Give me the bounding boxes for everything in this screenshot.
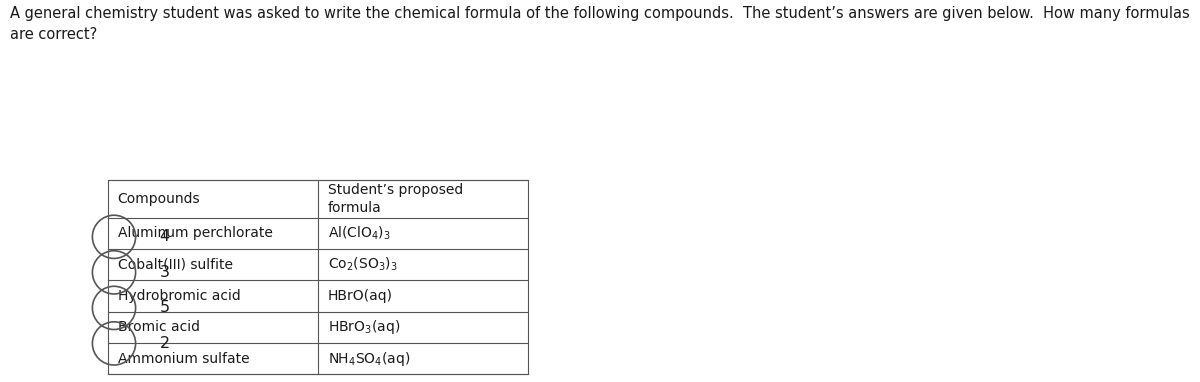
Text: Ammonium sulfate: Ammonium sulfate [118, 352, 250, 366]
Text: A general chemistry student was asked to write the chemical formula of the follo: A general chemistry student was asked to… [10, 6, 1189, 42]
Text: Bromic acid: Bromic acid [118, 320, 199, 334]
Text: NH$_{4}$SO$_{4}$(aq): NH$_{4}$SO$_{4}$(aq) [328, 350, 410, 368]
Text: HBrO(aq): HBrO(aq) [328, 289, 392, 303]
Text: 2: 2 [160, 336, 169, 351]
Text: Aluminum perchlorate: Aluminum perchlorate [118, 227, 272, 240]
Text: 5: 5 [160, 300, 169, 316]
Text: 4: 4 [160, 229, 169, 244]
Bar [108, 180, 528, 374]
Text: 3: 3 [160, 265, 169, 280]
Text: Compounds: Compounds [118, 192, 200, 206]
Text: Al(ClO$_{4}$)$_{3}$: Al(ClO$_{4}$)$_{3}$ [328, 225, 390, 242]
Text: Hydrobromic acid: Hydrobromic acid [118, 289, 240, 303]
Text: Student’s proposed
formula: Student’s proposed formula [328, 183, 463, 215]
Text: Cobalt(III) sulfite: Cobalt(III) sulfite [118, 258, 233, 272]
Text: Co$_{2}$(SO$_{3}$)$_{3}$: Co$_{2}$(SO$_{3}$)$_{3}$ [328, 256, 397, 274]
Text: HBrO$_{3}$(aq): HBrO$_{3}$(aq) [328, 318, 400, 337]
